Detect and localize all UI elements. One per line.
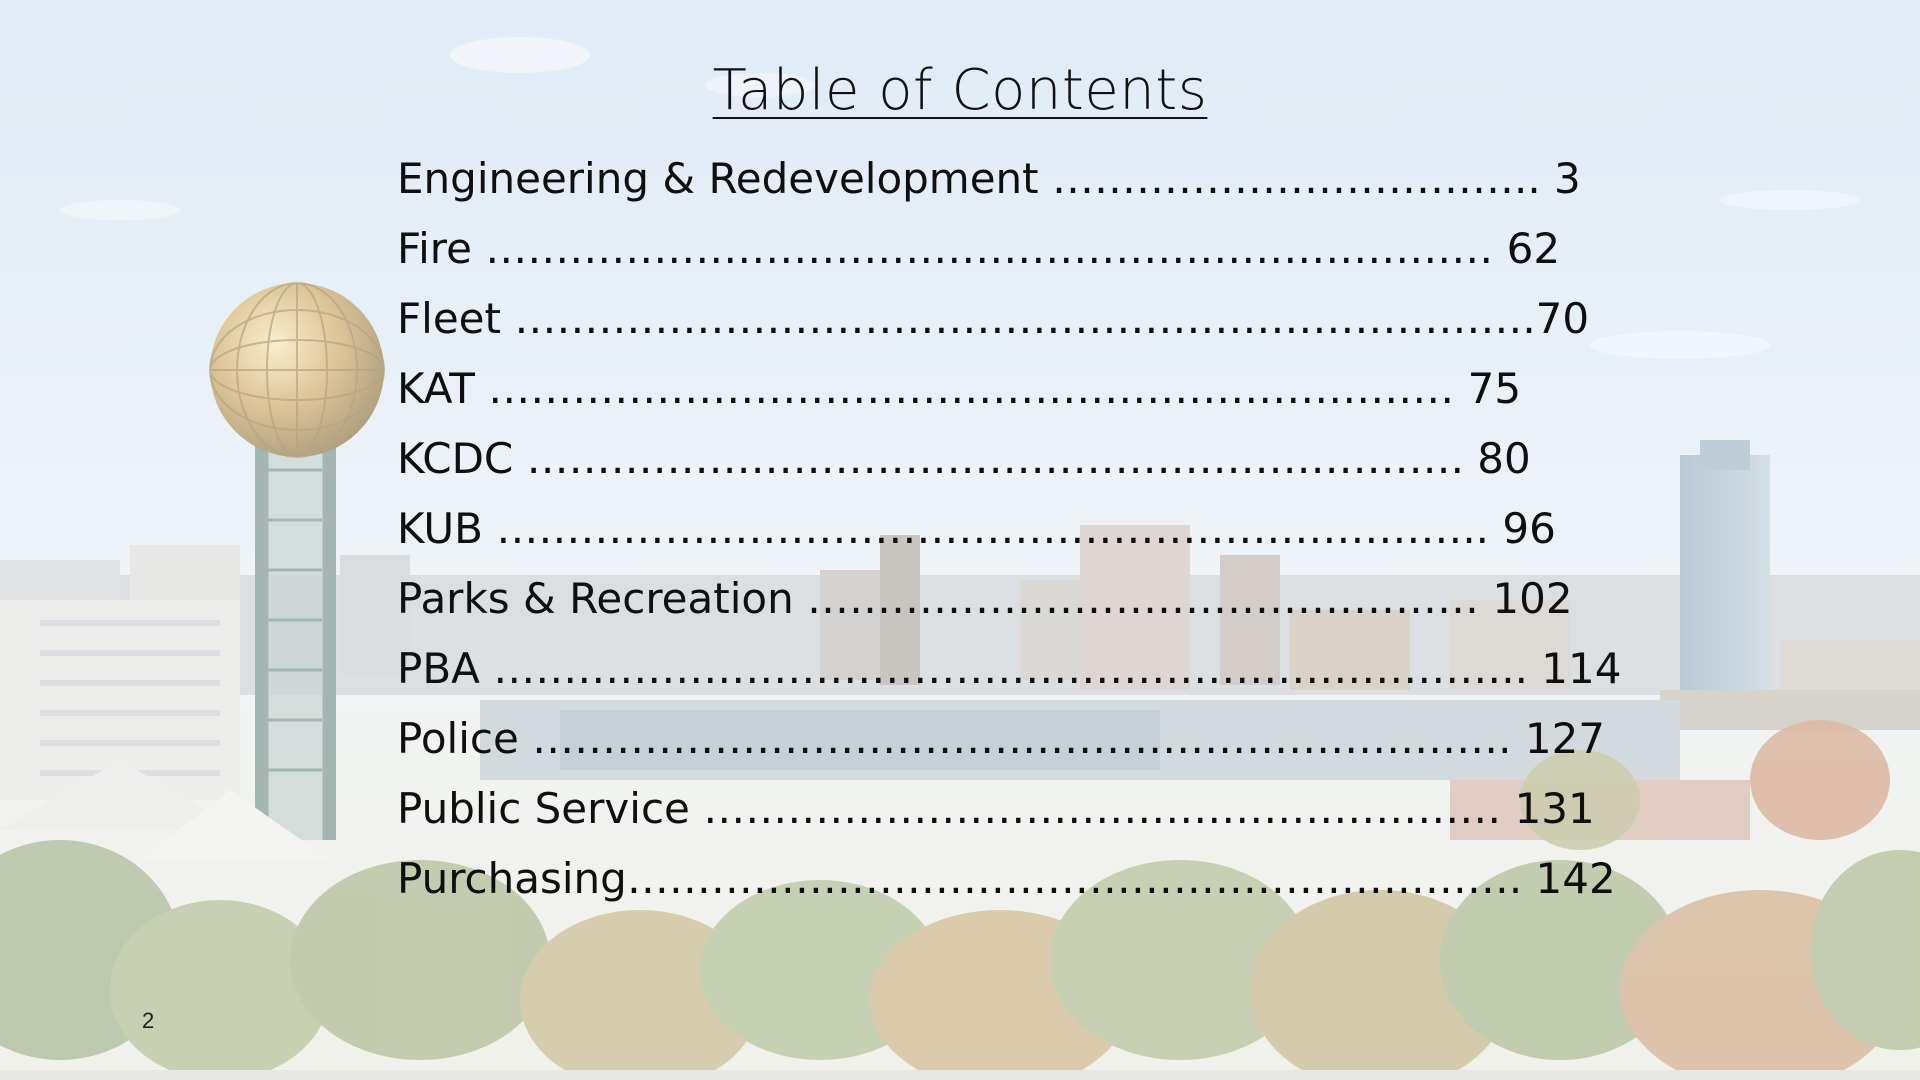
toc-entry-engineering-redevelopment: Engineering & Redevelopment …………………………….… [397, 154, 1581, 203]
toc-entry-police: Police ……………………………………………………………. 127 [397, 714, 1606, 763]
toc-entry-kub: KUB …………………………………………………………….. 96 [397, 504, 1556, 553]
toc-entry-parks-recreation: Parks & Recreation ………………………………………… 102 [397, 574, 1573, 623]
toc-entry-kcdc: KCDC …………………………………………………………. 80 [397, 434, 1531, 483]
toc-entry-public-service: Public Service ………………………………………………… 131 [397, 784, 1595, 833]
toc-entry-fire: Fire ……………………………………………………………… 62 [397, 224, 1561, 273]
slide-title-text: Table of Contents [712, 58, 1208, 123]
toc-entry-purchasing: Purchasing………………………………………………………. 142 [397, 854, 1616, 903]
slide-page-number: 2 [142, 1008, 155, 1033]
toc-entry-pba: PBA ……………………………………………………………….. 114 [397, 644, 1622, 693]
toc-entry-fleet: Fleet ……………………………………………………………….70 [397, 294, 1590, 343]
slide-title: Table of Contents [0, 58, 1920, 123]
toc-entry-kat: KAT …………………………………………………………… 75 [397, 364, 1522, 413]
